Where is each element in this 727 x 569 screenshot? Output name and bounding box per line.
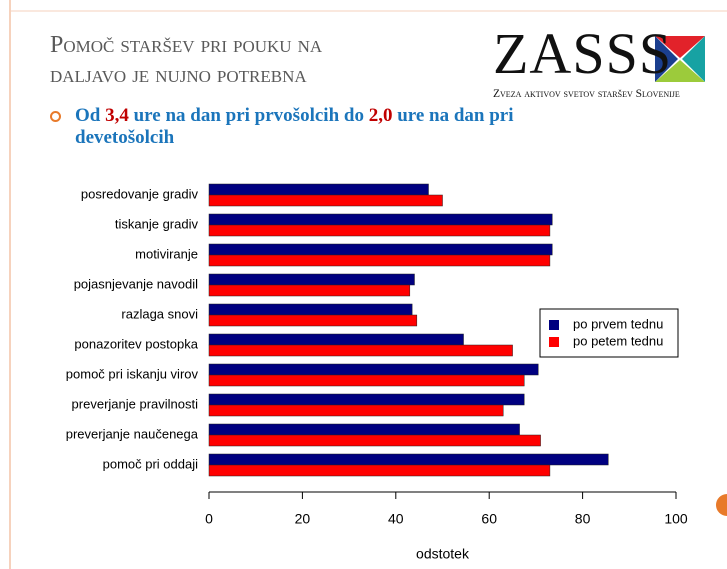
bar xyxy=(208,393,525,406)
x-tick-label: 80 xyxy=(575,511,591,527)
title-line: Pomoč staršev pri pouku na xyxy=(50,32,323,58)
y-tick-label: razlaga snovi xyxy=(121,306,198,321)
highlight: 3,4 xyxy=(105,105,129,126)
bar xyxy=(208,243,553,256)
legend-swatch xyxy=(549,320,559,330)
y-tick-label: posredovanje gradiv xyxy=(81,186,199,201)
x-tick-label: 20 xyxy=(295,511,311,527)
legend-label: po prvem tednu xyxy=(573,316,663,331)
bar xyxy=(208,333,464,346)
y-tick-label: pojasnjevanje navodil xyxy=(74,276,198,291)
logo-triangle xyxy=(655,60,705,82)
bullet-marker xyxy=(50,111,61,122)
y-tick-label: pomoč pri iskanju virov xyxy=(66,366,199,381)
title-line: daljavo je nujno potrebna xyxy=(50,62,307,88)
bar xyxy=(208,363,539,376)
text: Od xyxy=(75,105,106,126)
bar xyxy=(208,284,411,297)
text: ure na dan pri prvošolcih do xyxy=(128,105,369,126)
text: ure na dan pri devetošolcih xyxy=(75,105,519,148)
bar xyxy=(208,344,513,357)
bar xyxy=(208,213,553,226)
x-tick-label: 0 xyxy=(205,511,213,527)
x-tick-label: 60 xyxy=(481,511,497,527)
highlight: 2,0 xyxy=(368,105,393,126)
bar xyxy=(208,314,418,327)
bar xyxy=(208,423,520,436)
logo-icon xyxy=(655,36,705,82)
x-tick-label: 100 xyxy=(664,511,688,527)
bar xyxy=(208,183,429,196)
bar xyxy=(208,303,413,316)
bar xyxy=(208,273,415,286)
bar xyxy=(208,254,551,267)
x-axis-label: odstotek xyxy=(416,546,470,562)
logo-subtitle: Zveza aktivov svetov staršev Slovenije xyxy=(493,88,680,100)
bar xyxy=(208,374,525,387)
bar xyxy=(208,453,609,466)
bar xyxy=(208,464,551,477)
y-tick-label: motiviranje xyxy=(135,246,198,261)
bullet-text: Od 3,4 ure na dan pri prvošolcih do 2,0 … xyxy=(75,105,615,149)
legend-swatch xyxy=(549,337,559,347)
y-tick-label: pomoč pri oddaji xyxy=(103,456,198,471)
logo-triangle xyxy=(655,36,678,82)
x-tick-label: 40 xyxy=(388,511,404,527)
legend-box xyxy=(539,308,679,358)
legend: po prvem tednu po petem tednu xyxy=(539,308,679,358)
bar xyxy=(208,434,541,447)
logo-text: ZASSS xyxy=(493,21,673,86)
bar xyxy=(208,224,551,237)
bar xyxy=(208,194,443,207)
y-tick-label: preverjanje naučenega xyxy=(66,426,199,441)
bar xyxy=(208,404,504,417)
y-tick-label: ponazoritev postopka xyxy=(74,336,198,351)
legend-label: po petem tednu xyxy=(573,333,663,348)
nav-dot xyxy=(716,494,727,516)
slide-title: Pomoč staršev pri pouku na daljavo je nu… xyxy=(50,30,322,90)
logo-triangle xyxy=(682,36,705,82)
y-tick-label: preverjanje pravilnosti xyxy=(72,396,199,411)
logo-triangle xyxy=(655,36,705,58)
y-tick-label: tiskanje gradiv xyxy=(115,216,199,231)
